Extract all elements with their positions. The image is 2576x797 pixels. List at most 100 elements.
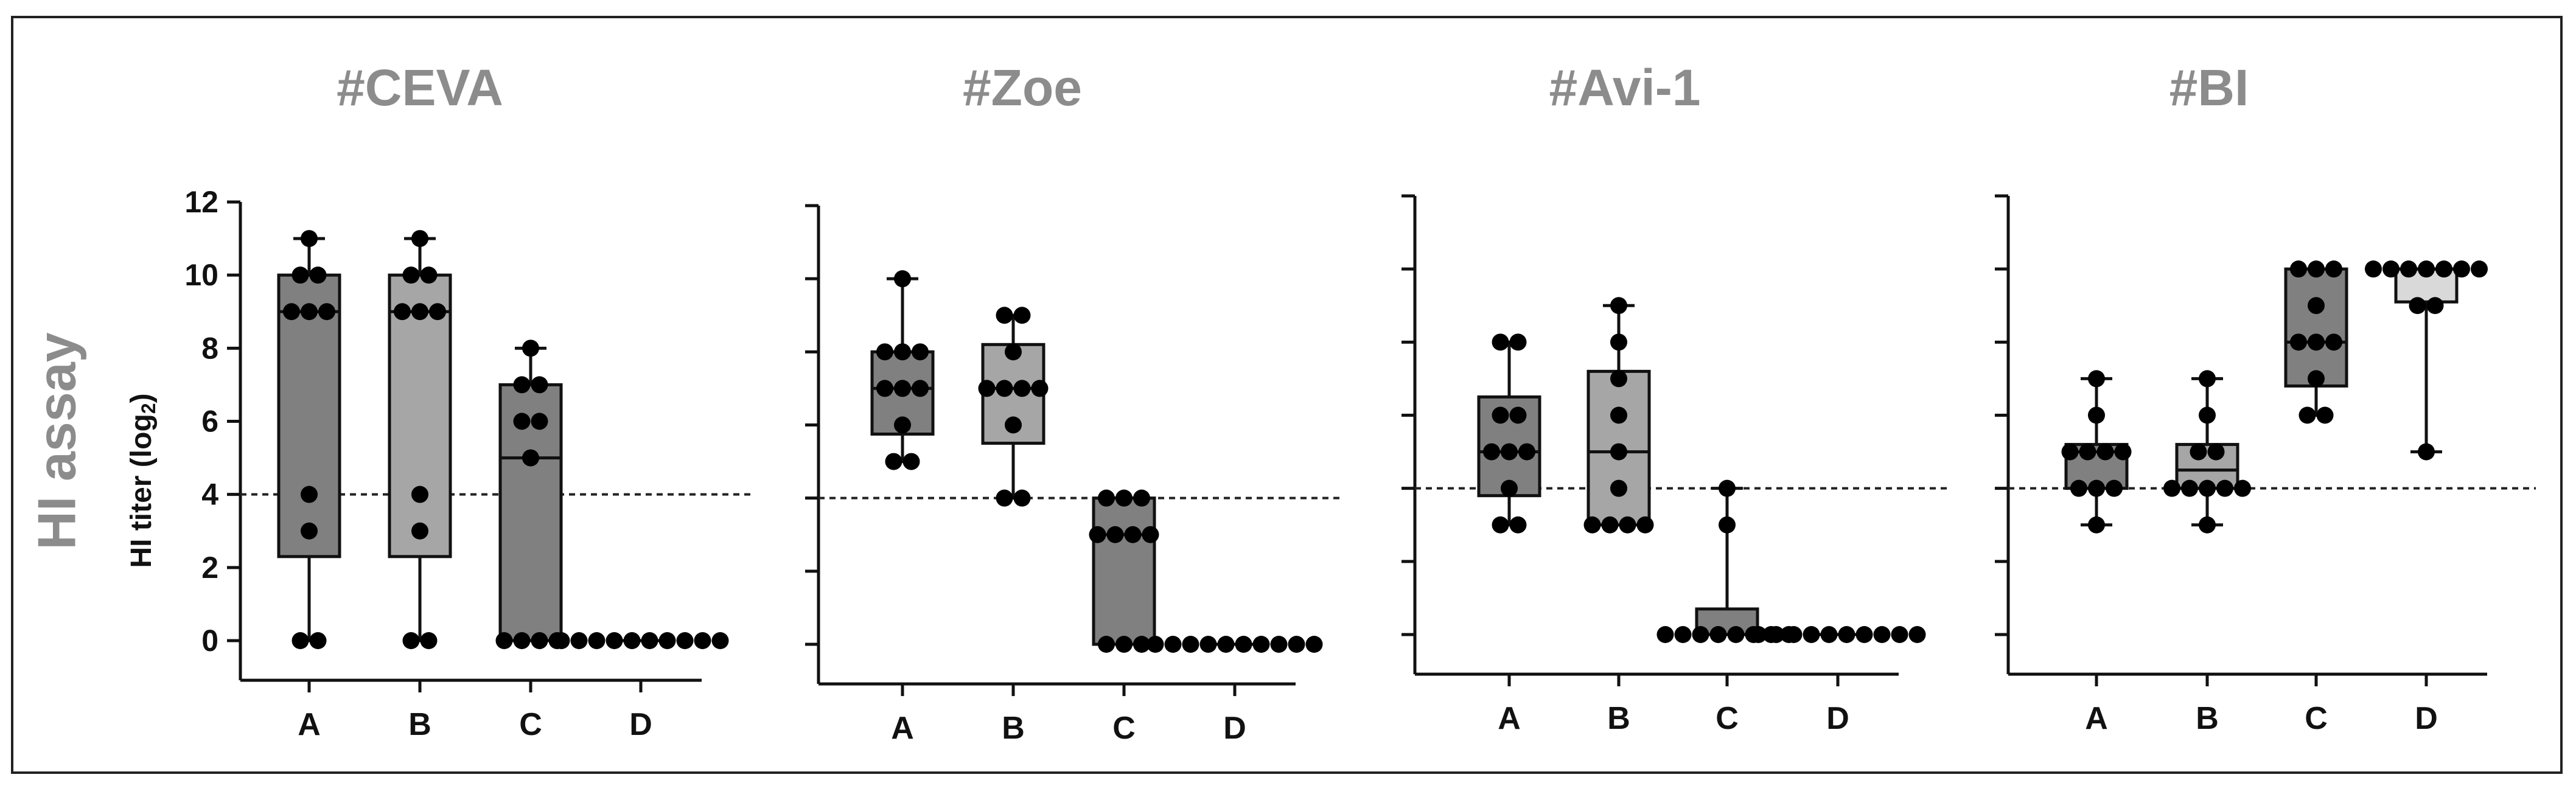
data-point xyxy=(912,380,929,397)
data-point xyxy=(1610,297,1627,315)
data-point xyxy=(309,632,327,649)
data-point xyxy=(283,303,300,321)
data-point xyxy=(1013,380,1031,397)
box-B xyxy=(981,313,1045,500)
data-point xyxy=(1610,443,1627,461)
data-point xyxy=(570,632,588,649)
data-point xyxy=(1089,526,1106,543)
box-body xyxy=(2284,267,2348,388)
data-point xyxy=(894,343,911,361)
data-point xyxy=(1483,443,1500,461)
data-point xyxy=(1142,526,1159,543)
box-A xyxy=(277,237,341,642)
data-point xyxy=(2418,443,2435,461)
data-point xyxy=(1692,626,1709,643)
data-point xyxy=(2088,479,2105,497)
data-point xyxy=(996,489,1013,507)
data-point xyxy=(912,343,929,361)
data-point xyxy=(420,266,438,284)
data-point xyxy=(694,632,711,649)
data-point xyxy=(2290,260,2307,278)
data-point xyxy=(2088,406,2105,424)
data-point xyxy=(2088,370,2105,388)
data-point xyxy=(1873,626,1891,643)
data-point xyxy=(531,632,548,649)
y-axis-label: HI titer (log2) xyxy=(125,393,160,568)
data-point xyxy=(1610,333,1627,351)
data-point xyxy=(2299,406,2316,424)
data-point xyxy=(420,632,438,649)
data-point xyxy=(2308,260,2325,278)
data-point xyxy=(513,376,531,394)
data-point xyxy=(2325,260,2342,278)
panel-4: A B C D xyxy=(1995,194,2536,736)
data-point xyxy=(2181,479,2198,497)
data-point xyxy=(411,230,428,248)
data-point xyxy=(2114,443,2132,461)
data-point xyxy=(1785,626,1803,643)
box-C xyxy=(1695,487,1759,636)
data-point xyxy=(2400,260,2417,278)
data-point xyxy=(2471,260,2488,278)
data-point xyxy=(301,230,318,248)
box-B xyxy=(388,237,452,642)
box-body xyxy=(277,273,341,559)
data-point xyxy=(641,632,658,649)
data-point xyxy=(1855,626,1873,643)
x-tick-label: B xyxy=(1002,711,1025,746)
data-point xyxy=(411,486,428,503)
data-point xyxy=(522,449,539,467)
data-point xyxy=(2453,260,2470,278)
data-point xyxy=(1709,626,1727,643)
y-axis-label-text: HI titer (log2) xyxy=(125,393,160,568)
x-tick-label: C xyxy=(1112,711,1136,746)
data-point xyxy=(1133,636,1150,653)
y-tick-label: 10 xyxy=(184,258,218,292)
data-point xyxy=(1674,626,1692,643)
data-point xyxy=(894,270,911,288)
x-tick-label: C xyxy=(519,707,542,742)
data-point xyxy=(2234,479,2251,497)
data-point xyxy=(1610,479,1627,497)
data-point xyxy=(2418,260,2435,278)
data-point xyxy=(2308,297,2325,315)
data-point xyxy=(1013,307,1031,324)
data-point xyxy=(996,380,1013,397)
data-point xyxy=(291,632,309,649)
x-tick-label: D xyxy=(2415,701,2438,736)
panel-1: 0 2 4 6 8 10 12 A B C D xyxy=(184,185,750,742)
data-point xyxy=(1164,636,1182,653)
data-point xyxy=(2163,479,2180,497)
box-A xyxy=(870,277,935,464)
data-point xyxy=(553,632,570,649)
data-point xyxy=(1601,516,1619,534)
data-point xyxy=(1891,626,1908,643)
data-point xyxy=(429,303,446,321)
data-point xyxy=(2365,260,2382,278)
x-tick-label: A xyxy=(298,707,321,742)
data-point xyxy=(1217,636,1235,653)
data-point xyxy=(894,380,911,397)
x-tick-label: D xyxy=(629,707,652,742)
panel-3: A B C D xyxy=(1401,194,1947,736)
data-point xyxy=(2409,297,2426,315)
data-point xyxy=(1610,406,1627,424)
data-point xyxy=(411,522,428,540)
data-point xyxy=(623,632,641,649)
box-body xyxy=(498,383,563,642)
data-point xyxy=(2426,297,2444,315)
data-point xyxy=(309,266,327,284)
data-point xyxy=(1005,416,1022,434)
data-point xyxy=(1656,626,1674,643)
data-point xyxy=(1501,479,1518,497)
data-point xyxy=(1509,406,1527,424)
data-point xyxy=(1636,516,1654,534)
data-point xyxy=(978,380,996,397)
box-C xyxy=(1092,496,1156,646)
data-point xyxy=(1235,636,1252,653)
data-point xyxy=(402,266,420,284)
data-point xyxy=(2199,406,2216,424)
data-point xyxy=(1583,516,1601,534)
panel-title-bi: #BI xyxy=(2169,59,2249,116)
box-body xyxy=(388,273,452,559)
